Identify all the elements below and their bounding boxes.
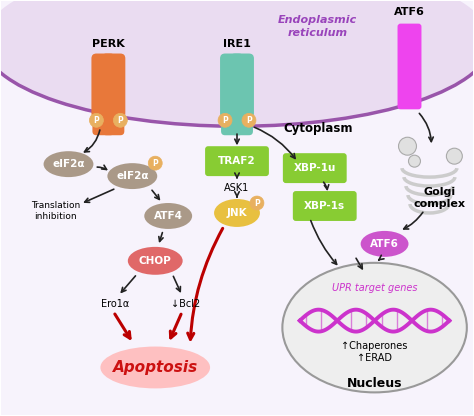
FancyBboxPatch shape — [220, 54, 244, 118]
FancyBboxPatch shape — [221, 107, 243, 135]
Circle shape — [250, 196, 264, 210]
Ellipse shape — [108, 163, 157, 189]
Circle shape — [148, 156, 162, 170]
Text: eIF2α: eIF2α — [116, 171, 148, 181]
Ellipse shape — [144, 203, 192, 229]
Circle shape — [447, 148, 462, 164]
FancyBboxPatch shape — [92, 107, 114, 135]
Text: Apoptosis: Apoptosis — [113, 360, 198, 375]
Text: ATF4: ATF4 — [154, 211, 182, 221]
Circle shape — [242, 113, 256, 127]
Text: TRAF2: TRAF2 — [218, 156, 256, 166]
Text: XBP-1s: XBP-1s — [304, 201, 345, 211]
Text: eIF2α: eIF2α — [52, 159, 85, 169]
Text: ↑ERAD: ↑ERAD — [357, 354, 392, 364]
Ellipse shape — [283, 263, 467, 392]
Text: Nucleus: Nucleus — [347, 377, 402, 390]
Text: P: P — [222, 116, 228, 125]
FancyBboxPatch shape — [205, 146, 269, 176]
Ellipse shape — [128, 247, 182, 275]
Text: ASK1: ASK1 — [224, 183, 250, 193]
Circle shape — [113, 113, 128, 127]
Text: Translation
inhibition: Translation inhibition — [31, 201, 80, 221]
Text: Golgi
complex: Golgi complex — [413, 187, 465, 209]
FancyBboxPatch shape — [230, 54, 254, 118]
FancyBboxPatch shape — [283, 153, 346, 183]
FancyBboxPatch shape — [293, 191, 356, 221]
Text: P: P — [254, 198, 260, 208]
FancyBboxPatch shape — [101, 54, 125, 118]
Ellipse shape — [361, 231, 409, 257]
Circle shape — [218, 113, 232, 127]
FancyBboxPatch shape — [102, 107, 124, 135]
FancyBboxPatch shape — [231, 107, 253, 135]
Text: PERK: PERK — [92, 39, 125, 49]
Ellipse shape — [100, 347, 210, 389]
Text: ATF6: ATF6 — [394, 7, 425, 17]
FancyBboxPatch shape — [398, 24, 421, 109]
Text: UPR target genes: UPR target genes — [332, 283, 417, 293]
Text: XBP-1u: XBP-1u — [293, 163, 336, 173]
Text: Endoplasmic
reticulum: Endoplasmic reticulum — [278, 15, 357, 38]
Text: CHOP: CHOP — [139, 256, 172, 266]
Circle shape — [90, 113, 103, 127]
Text: P: P — [93, 116, 99, 125]
Ellipse shape — [0, 0, 474, 126]
Text: ↑Chaperones: ↑Chaperones — [341, 341, 408, 351]
Text: ↓Bcl2: ↓Bcl2 — [171, 299, 200, 309]
Circle shape — [409, 155, 420, 167]
Text: P: P — [152, 158, 158, 168]
Text: ATF6: ATF6 — [370, 239, 399, 249]
Text: IRE1: IRE1 — [223, 39, 251, 49]
Circle shape — [399, 137, 417, 155]
Ellipse shape — [214, 199, 260, 227]
FancyBboxPatch shape — [91, 54, 115, 118]
Text: P: P — [246, 116, 252, 125]
Text: Cytoplasm: Cytoplasm — [283, 122, 353, 135]
Text: JNK: JNK — [227, 208, 247, 218]
Ellipse shape — [44, 151, 93, 177]
Text: P: P — [118, 116, 123, 125]
Text: Ero1α: Ero1α — [101, 299, 129, 309]
